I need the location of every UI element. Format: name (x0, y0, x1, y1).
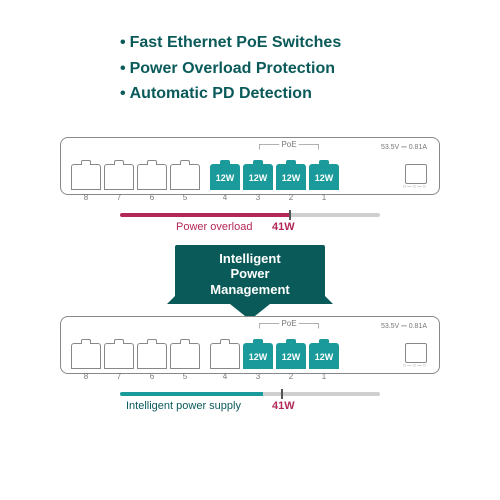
bar-seg-used (120, 213, 289, 217)
poe-port-active: 12W3 (243, 164, 273, 190)
poe-group-label: ┌─── PoE ───┐ (223, 140, 355, 149)
switch-chassis: 53.5V ⎓ 0.81A ┌─── PoE ───┐ 8 7 6 5 12W4… (60, 137, 440, 195)
ethernet-port: 8 (71, 343, 101, 369)
callout-box: Intelligent Power Management (175, 245, 325, 304)
budget-tick-icon (289, 210, 291, 220)
feature-item: •Fast Ethernet PoE Switches (120, 30, 470, 56)
ethernet-port: 7 (104, 343, 134, 369)
poe-ports: 4 12W3 12W2 12W1 (210, 343, 339, 369)
power-bar-managed (120, 392, 380, 396)
feature-text: Fast Ethernet PoE Switches (130, 34, 342, 51)
ethernet-port: 8 (71, 164, 101, 190)
callout-line: Intelligent (183, 251, 317, 267)
poe-port-active: 12W4 (210, 164, 240, 190)
status-panel (405, 164, 427, 184)
feature-text: Automatic PD Detection (130, 85, 312, 102)
status-leds-icon: ○─○─○ (403, 363, 427, 369)
feature-item: •Automatic PD Detection (120, 81, 470, 107)
switch-overload: 53.5V ⎓ 0.81A ┌─── PoE ───┐ 8 7 6 5 12W4… (60, 137, 440, 237)
feature-text: Power Overload Protection (130, 60, 335, 77)
poe-port-active: 12W1 (309, 343, 339, 369)
poe-port-active: 12W1 (309, 164, 339, 190)
arrow-wing-icon (167, 294, 177, 304)
ethernet-port: 5 (170, 343, 200, 369)
feature-list: •Fast Ethernet PoE Switches •Power Overl… (120, 30, 470, 107)
callout-line: Power (183, 266, 317, 282)
managed-caption: Intelligent power supply (126, 400, 241, 412)
ethernet-port: 5 (170, 164, 200, 190)
psu-label: 53.5V ⎓ 0.81A (381, 323, 427, 331)
poe-port-active: 12W2 (276, 164, 306, 190)
bar-labels: Power overload 41W (120, 221, 380, 237)
bar-seg-used (120, 392, 263, 396)
psu-label: 53.5V ⎓ 0.81A (381, 144, 427, 152)
status-panel (405, 343, 427, 363)
poe-port-active: 12W3 (243, 343, 273, 369)
bar-labels: Intelligent power supply 41W (120, 400, 380, 416)
watt-label: 41W (272, 400, 295, 412)
ethernet-port: 7 (104, 164, 134, 190)
standard-ports: 8 7 6 5 (71, 164, 200, 190)
poe-port-inactive: 4 (210, 343, 240, 369)
poe-group-label: ┌─── PoE ───┐ (223, 319, 355, 328)
status-leds-icon: ○─○─○ (403, 184, 427, 190)
arrow-callout: Intelligent Power Management (175, 245, 325, 320)
switch-managed: 53.5V ⎓ 0.81A ┌─── PoE ───┐ 8 7 6 5 4 12… (60, 316, 440, 416)
standard-ports: 8 7 6 5 (71, 343, 200, 369)
callout-line: Management (183, 282, 317, 298)
switch-chassis: 53.5V ⎓ 0.81A ┌─── PoE ───┐ 8 7 6 5 4 12… (60, 316, 440, 374)
overload-caption: Power overload (176, 221, 252, 233)
ethernet-port: 6 (137, 343, 167, 369)
budget-tick-icon (281, 389, 283, 399)
poe-ports: 12W4 12W3 12W2 12W1 (210, 164, 339, 190)
power-bar-overload (120, 213, 380, 217)
ethernet-port: 6 (137, 164, 167, 190)
arrow-wing-icon (323, 294, 333, 304)
bar-seg-free (289, 213, 380, 217)
feature-item: •Power Overload Protection (120, 56, 470, 82)
watt-label: 41W (272, 221, 295, 233)
poe-port-active: 12W2 (276, 343, 306, 369)
